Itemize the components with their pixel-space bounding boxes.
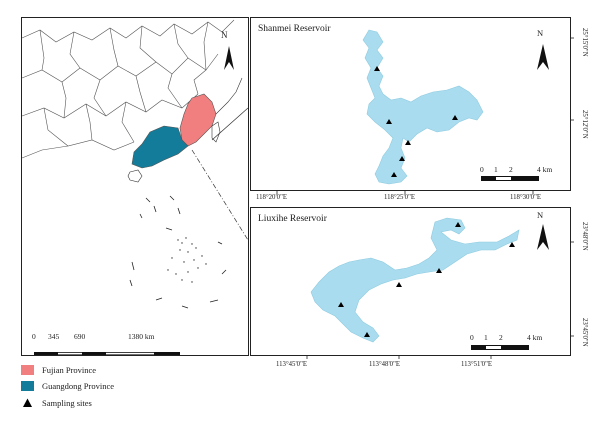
nansha-islands <box>167 237 207 283</box>
shanmei-title: Shanmei Reservoir <box>258 24 331 34</box>
legend-label: Sampling sites <box>42 398 92 408</box>
latitude-tick-label: 25°12'0"N <box>581 110 588 139</box>
north-label: N <box>221 30 228 40</box>
overview-map-panel: N 0 345 690 1380 km <box>21 17 249 356</box>
scale-tick-label: 345 <box>48 332 60 341</box>
fujian-swatch-icon <box>21 365 34 375</box>
longitude-tick-label: 113°51'0"E <box>461 361 493 368</box>
liuxihe-map-panel: Liuxihe Reservoir N 0 1 2 4 km <box>250 207 574 359</box>
shanmei-reservoir-map <box>276 29 574 194</box>
shanmei-map-panel: Shanmei Reservoir N 0 1 2 4 km <box>250 17 574 194</box>
longitude-tick-label: 118°20'0"E <box>256 194 288 201</box>
north-arrow-icon <box>224 46 234 70</box>
north-arrow-icon <box>537 44 549 70</box>
scale-tick-label: 1 <box>484 333 488 342</box>
fujian-province-shape <box>179 93 217 147</box>
hainan-island <box>127 169 143 183</box>
taiwan-island <box>211 121 221 143</box>
scale-tick-label: 1 <box>494 165 498 174</box>
scale-tick-label: 1380 km <box>128 332 155 341</box>
scale-bar <box>471 345 529 350</box>
liuxihe-sampling-sites <box>338 222 515 337</box>
guangdong-swatch-icon <box>21 381 34 391</box>
north-label: N <box>537 210 544 220</box>
legend-label: Guangdong Province <box>42 381 115 391</box>
liuxihe-title: Liuxihe Reservoir <box>258 214 327 224</box>
overview-map <box>21 19 249 355</box>
scale-bar <box>34 352 180 355</box>
province-boundaries <box>21 19 235 159</box>
latitude-tick-label: 25°15'0"N <box>581 28 588 57</box>
longitude-tick-label: 113°48'0"E <box>369 361 401 368</box>
scale-tick-label: 4 km <box>527 333 543 342</box>
shanmei-sampling-sites <box>374 66 458 177</box>
liuxihe-reservoir-map <box>306 217 574 359</box>
scale-tick-label: 690 <box>74 332 86 341</box>
guangdong-province-shape <box>131 125 189 169</box>
scale-tick-label: 0 <box>480 165 484 174</box>
north-arrow-icon <box>537 224 549 250</box>
shanmei-reservoir-shape <box>362 29 484 185</box>
latitude-tick-label: 23°48'0"N <box>581 222 588 251</box>
longitude-tick-label: 118°25'0"E <box>384 194 416 201</box>
triangle-marker-icon <box>23 398 32 407</box>
scale-tick-label: 0 <box>470 333 474 342</box>
longitude-tick-label: 113°45'0"E <box>276 361 308 368</box>
scale-bar <box>481 176 539 181</box>
scale-tick-label: 0 <box>32 332 36 341</box>
scale-tick-label: 2 <box>509 165 513 174</box>
north-label: N <box>537 28 544 38</box>
liuxihe-reservoir-shape <box>310 217 520 343</box>
latitude-tick-label: 23°45'0"N <box>581 318 588 347</box>
scale-tick-label: 2 <box>499 333 503 342</box>
legend-label: Fujian Province <box>42 365 97 375</box>
longitude-tick-label: 118°30'0"E <box>510 194 542 201</box>
legend: Fujian Province Guangdong Province Sampl… <box>21 364 221 420</box>
scale-tick-label: 4 km <box>537 165 553 174</box>
south-china-sea-islands <box>129 195 227 309</box>
